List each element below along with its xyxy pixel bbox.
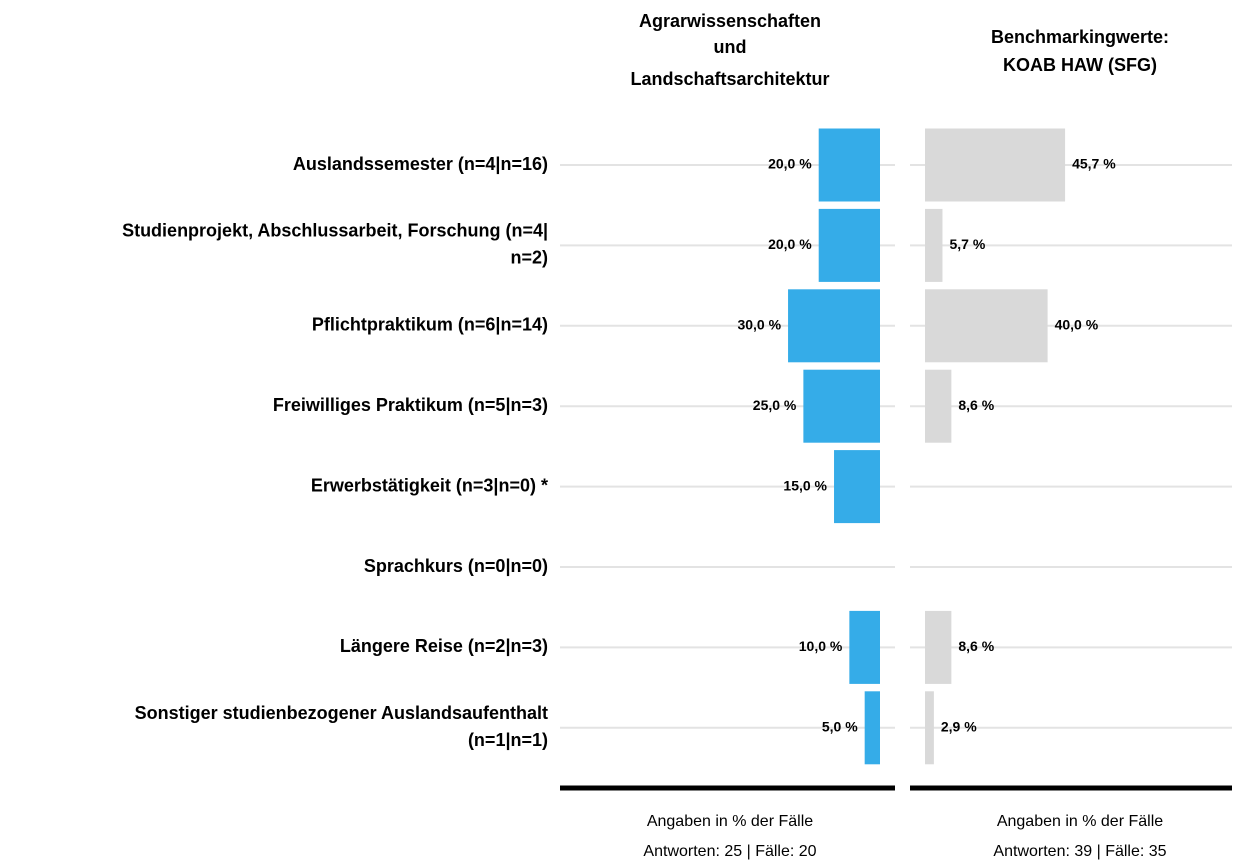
panel-title: Agrarwissenschaften <box>639 11 821 31</box>
value-label: 5,0 % <box>822 719 858 735</box>
bar <box>864 691 880 765</box>
value-label: 45,7 % <box>1072 156 1116 172</box>
category-label: Längere Reise (n=2|n=3) <box>340 636 548 656</box>
category-label: Sonstiger studienbezogener Auslandsaufen… <box>135 703 548 723</box>
category-label: (n=1|n=1) <box>468 730 548 750</box>
panel-title: KOAB HAW (SFG) <box>1003 55 1157 75</box>
value-label: 40,0 % <box>1055 317 1099 333</box>
panel-title: Benchmarkingwerte: <box>991 27 1169 47</box>
plot: Auslandssemester (n=4|n=16) Studienprojek… <box>122 11 1232 860</box>
category-label: Auslandssemester (n=4|n=16) <box>293 154 548 174</box>
bar <box>925 289 1048 363</box>
footnote: Antworten: 39 | Fälle: 35 <box>993 843 1166 860</box>
bar <box>849 610 880 684</box>
value-label: 5,7 % <box>949 236 985 252</box>
category-label: Sprachkurs (n=0|n=0) <box>364 556 548 576</box>
bar <box>925 128 1066 202</box>
bar <box>818 128 880 202</box>
value-label: 2,9 % <box>941 719 977 735</box>
value-label: 30,0 % <box>737 317 781 333</box>
bar <box>925 610 952 684</box>
value-label: 15,0 % <box>783 477 827 493</box>
value-label: 10,0 % <box>799 638 843 654</box>
bar <box>925 691 934 765</box>
footnote: Angaben in % der Fälle <box>647 813 813 830</box>
category-label: Erwerbstätigkeit (n=3|n=0) * <box>311 475 548 495</box>
category-label: Studienprojekt, Abschlussarbeit, Forschu… <box>122 221 548 241</box>
value-label: 8,6 % <box>958 638 994 654</box>
bar <box>788 289 880 363</box>
value-label: 25,0 % <box>753 397 797 413</box>
category-label: Pflichtpraktikum (n=6|n=14) <box>312 315 548 335</box>
bar <box>925 208 943 282</box>
category-label: Freiwilliges Praktikum (n=5|n=3) <box>273 395 548 415</box>
bar <box>834 450 880 524</box>
value-label: 20,0 % <box>768 236 812 252</box>
value-label: 20,0 % <box>768 156 812 172</box>
bar <box>925 369 952 443</box>
footnote: Angaben in % der Fälle <box>997 813 1163 830</box>
bar <box>818 208 880 282</box>
bar <box>803 369 880 443</box>
panel-title: und <box>714 37 747 57</box>
value-label: 8,6 % <box>958 397 994 413</box>
footnote: Antworten: 25 | Fälle: 20 <box>643 843 816 860</box>
panel-title: Landschaftsarchitektur <box>630 69 829 89</box>
category-label: n=2) <box>510 248 548 268</box>
